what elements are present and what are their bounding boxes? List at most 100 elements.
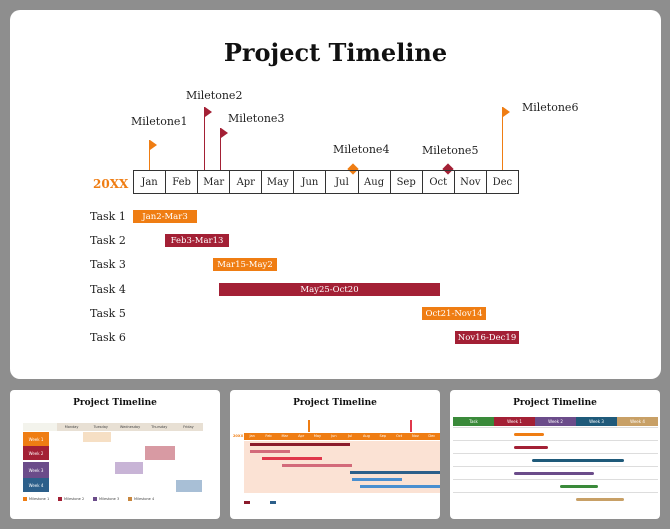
header-cell	[23, 423, 57, 431]
task-label: Task 2	[90, 234, 126, 247]
month-cell: Jun	[331, 434, 337, 438]
gantt-bar	[250, 443, 350, 446]
gantt-bar	[262, 457, 322, 460]
month-cell: Oct	[423, 171, 455, 193]
slide-thumbnail-2[interactable]: Project Timeline 20XX Jan Feb Mar Apr Ma…	[230, 390, 440, 519]
task-label: Task 6	[90, 331, 126, 344]
month-cell: Dec	[492, 176, 513, 188]
thumbnail-title: Project Timeline	[513, 398, 597, 408]
header-cell: Week 3	[576, 417, 617, 426]
slide-thumbnail-3[interactable]: Project Timeline Task Week 1 Week 2 Week…	[450, 390, 660, 519]
progress-bar	[514, 446, 548, 449]
table-header: Task Week 1 Week 2 Week 3 Week 4	[453, 417, 658, 426]
month-cell: Nov	[412, 434, 419, 438]
header-cell: Week 1	[494, 417, 535, 426]
task-bar[interactable]: Jan2-Mar3	[133, 210, 197, 223]
legend-label: Milestone 1	[29, 497, 50, 501]
milestone-label: Miletone3	[228, 112, 285, 125]
progress-bar	[514, 472, 594, 475]
schedule-cell	[176, 480, 202, 492]
legend-swatch	[244, 501, 250, 504]
task-label: Task 1	[90, 210, 126, 223]
flag-icon	[205, 107, 212, 117]
legend-label: Milestone 4	[134, 497, 155, 501]
month-cell: May	[262, 171, 295, 193]
schedule-cell	[145, 446, 175, 460]
header-cell: Week 4	[617, 417, 658, 426]
day-label: Friday	[183, 425, 194, 429]
month-cell: Aug	[359, 171, 391, 193]
row-divider	[453, 479, 658, 480]
day-label: Thursday	[151, 425, 168, 429]
legend-swatch	[23, 497, 27, 501]
milestone-label: Miletone4	[333, 143, 390, 156]
milestone-pole	[149, 140, 150, 170]
day-label: Wednesday	[119, 425, 141, 429]
day-label: Monday	[64, 425, 79, 429]
month-cell: Nov	[455, 171, 487, 193]
week-label: Week 3	[23, 462, 49, 478]
slide-title: Project Timeline	[223, 38, 448, 67]
flag-icon	[150, 140, 157, 150]
progress-bar	[576, 498, 624, 501]
gantt-bar	[350, 471, 440, 474]
gantt-bar	[250, 450, 290, 453]
month-cell: May	[313, 434, 322, 438]
task-bar[interactable]: May25-Oct20	[219, 283, 440, 296]
task-bar[interactable]: Oct21-Nov14	[422, 307, 486, 320]
flag-icon	[221, 128, 228, 138]
milestone-pole	[220, 128, 221, 170]
task-bar[interactable]: Nov16-Dec19	[455, 331, 519, 344]
row-divider	[453, 440, 658, 441]
gantt-area	[244, 441, 440, 493]
week-label: Week 2	[23, 446, 49, 460]
month-cell: Jan	[134, 171, 167, 193]
task-label: Task 5	[90, 307, 126, 320]
progress-bar	[560, 485, 598, 488]
month-cell: Apr	[230, 171, 263, 193]
milestone-label: Miletone1	[131, 115, 188, 128]
progress-bar	[532, 459, 624, 462]
row-divider	[453, 427, 658, 428]
gantt-bar	[360, 485, 440, 488]
legend-swatch	[128, 497, 132, 501]
main-slide[interactable]: Project Timeline Miletone1 Miletone2 Mil…	[10, 10, 661, 379]
month-cell: Aug	[363, 434, 370, 438]
row-divider	[453, 453, 658, 454]
month-cell: Jan	[249, 434, 255, 438]
day-label: Tuesday	[93, 425, 108, 429]
milestone-pole	[502, 107, 503, 170]
month-cell: Mar	[198, 171, 231, 193]
schedule-cell	[115, 462, 143, 474]
month-cell: Sep	[391, 171, 423, 193]
month-cell: Feb	[166, 171, 199, 193]
legend-swatch	[93, 497, 97, 501]
month-cell: Apr	[298, 434, 305, 438]
header-cell: Task	[453, 417, 494, 426]
thumbnail-title: Project Timeline	[293, 398, 377, 408]
flag-icon	[503, 107, 510, 117]
week-label: Week 4	[23, 478, 49, 492]
slide-thumbnail-1[interactable]: Project Timeline Monday Tuesday Wednesda…	[10, 390, 220, 519]
task-label: Task 3	[90, 258, 126, 271]
gantt-bar	[282, 464, 352, 467]
row-divider	[453, 466, 658, 467]
month-cell: Jun	[294, 171, 327, 193]
task-bar[interactable]: Feb3-Mar13	[165, 234, 229, 247]
legend-label: Milestone 2	[64, 497, 85, 501]
header-cell: Week 2	[535, 417, 576, 426]
task-bar[interactable]: Mar15-May2	[213, 258, 277, 271]
year-label: 20XX	[93, 177, 129, 191]
month-cell: Jul	[348, 434, 353, 438]
month-cell: Oct	[396, 434, 403, 438]
year-label: 20XX	[233, 434, 244, 438]
month-header: Jan Feb Mar Apr May Jun Jul Aug Sep Oct …	[244, 433, 440, 440]
legend-swatch	[270, 501, 276, 504]
thumbnail-title: Project Timeline	[73, 398, 157, 408]
week-label: Week 1	[23, 432, 49, 446]
schedule-cell	[83, 432, 111, 442]
month-cell: Dec	[428, 434, 436, 438]
legend-swatch	[58, 497, 62, 501]
milestone-label: Miletone5	[422, 144, 479, 157]
month-cell: Jul	[326, 171, 359, 193]
